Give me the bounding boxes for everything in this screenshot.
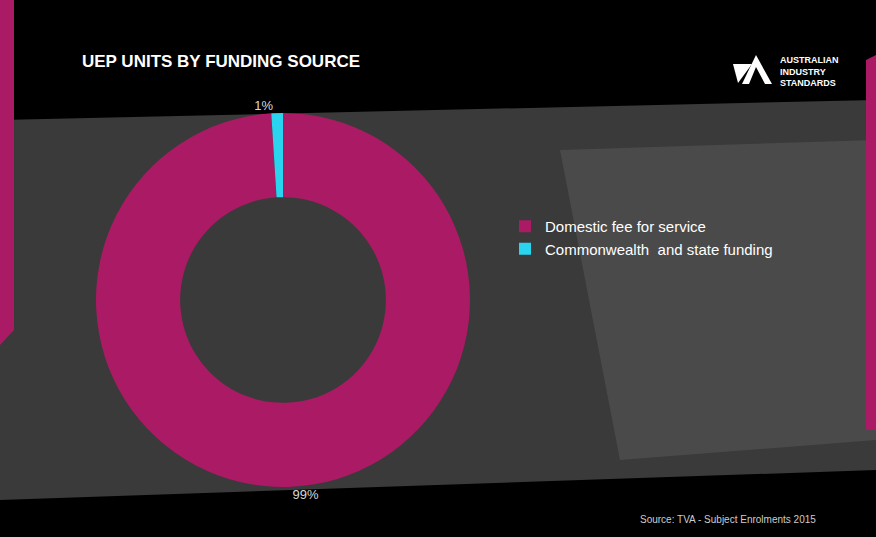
svg-text:UEP UNITS BY FUNDING SOURCE: UEP UNITS BY FUNDING SOURCE (82, 52, 360, 71)
svg-text:AUSTRALIANINDUSTRYSTANDARDS: AUSTRALIANINDUSTRYSTANDARDS (780, 55, 839, 88)
svg-text:Domestic fee for service: Domestic fee for service (545, 218, 706, 235)
svg-text:1%: 1% (254, 98, 273, 113)
svg-text:Commonwealth and state fundin: Commonwealth and state funding (545, 241, 773, 258)
svg-text:Source: TVA - Subject Enrolmen: Source: TVA - Subject Enrolments 2015 (640, 514, 816, 525)
svg-text:99%: 99% (293, 487, 319, 502)
